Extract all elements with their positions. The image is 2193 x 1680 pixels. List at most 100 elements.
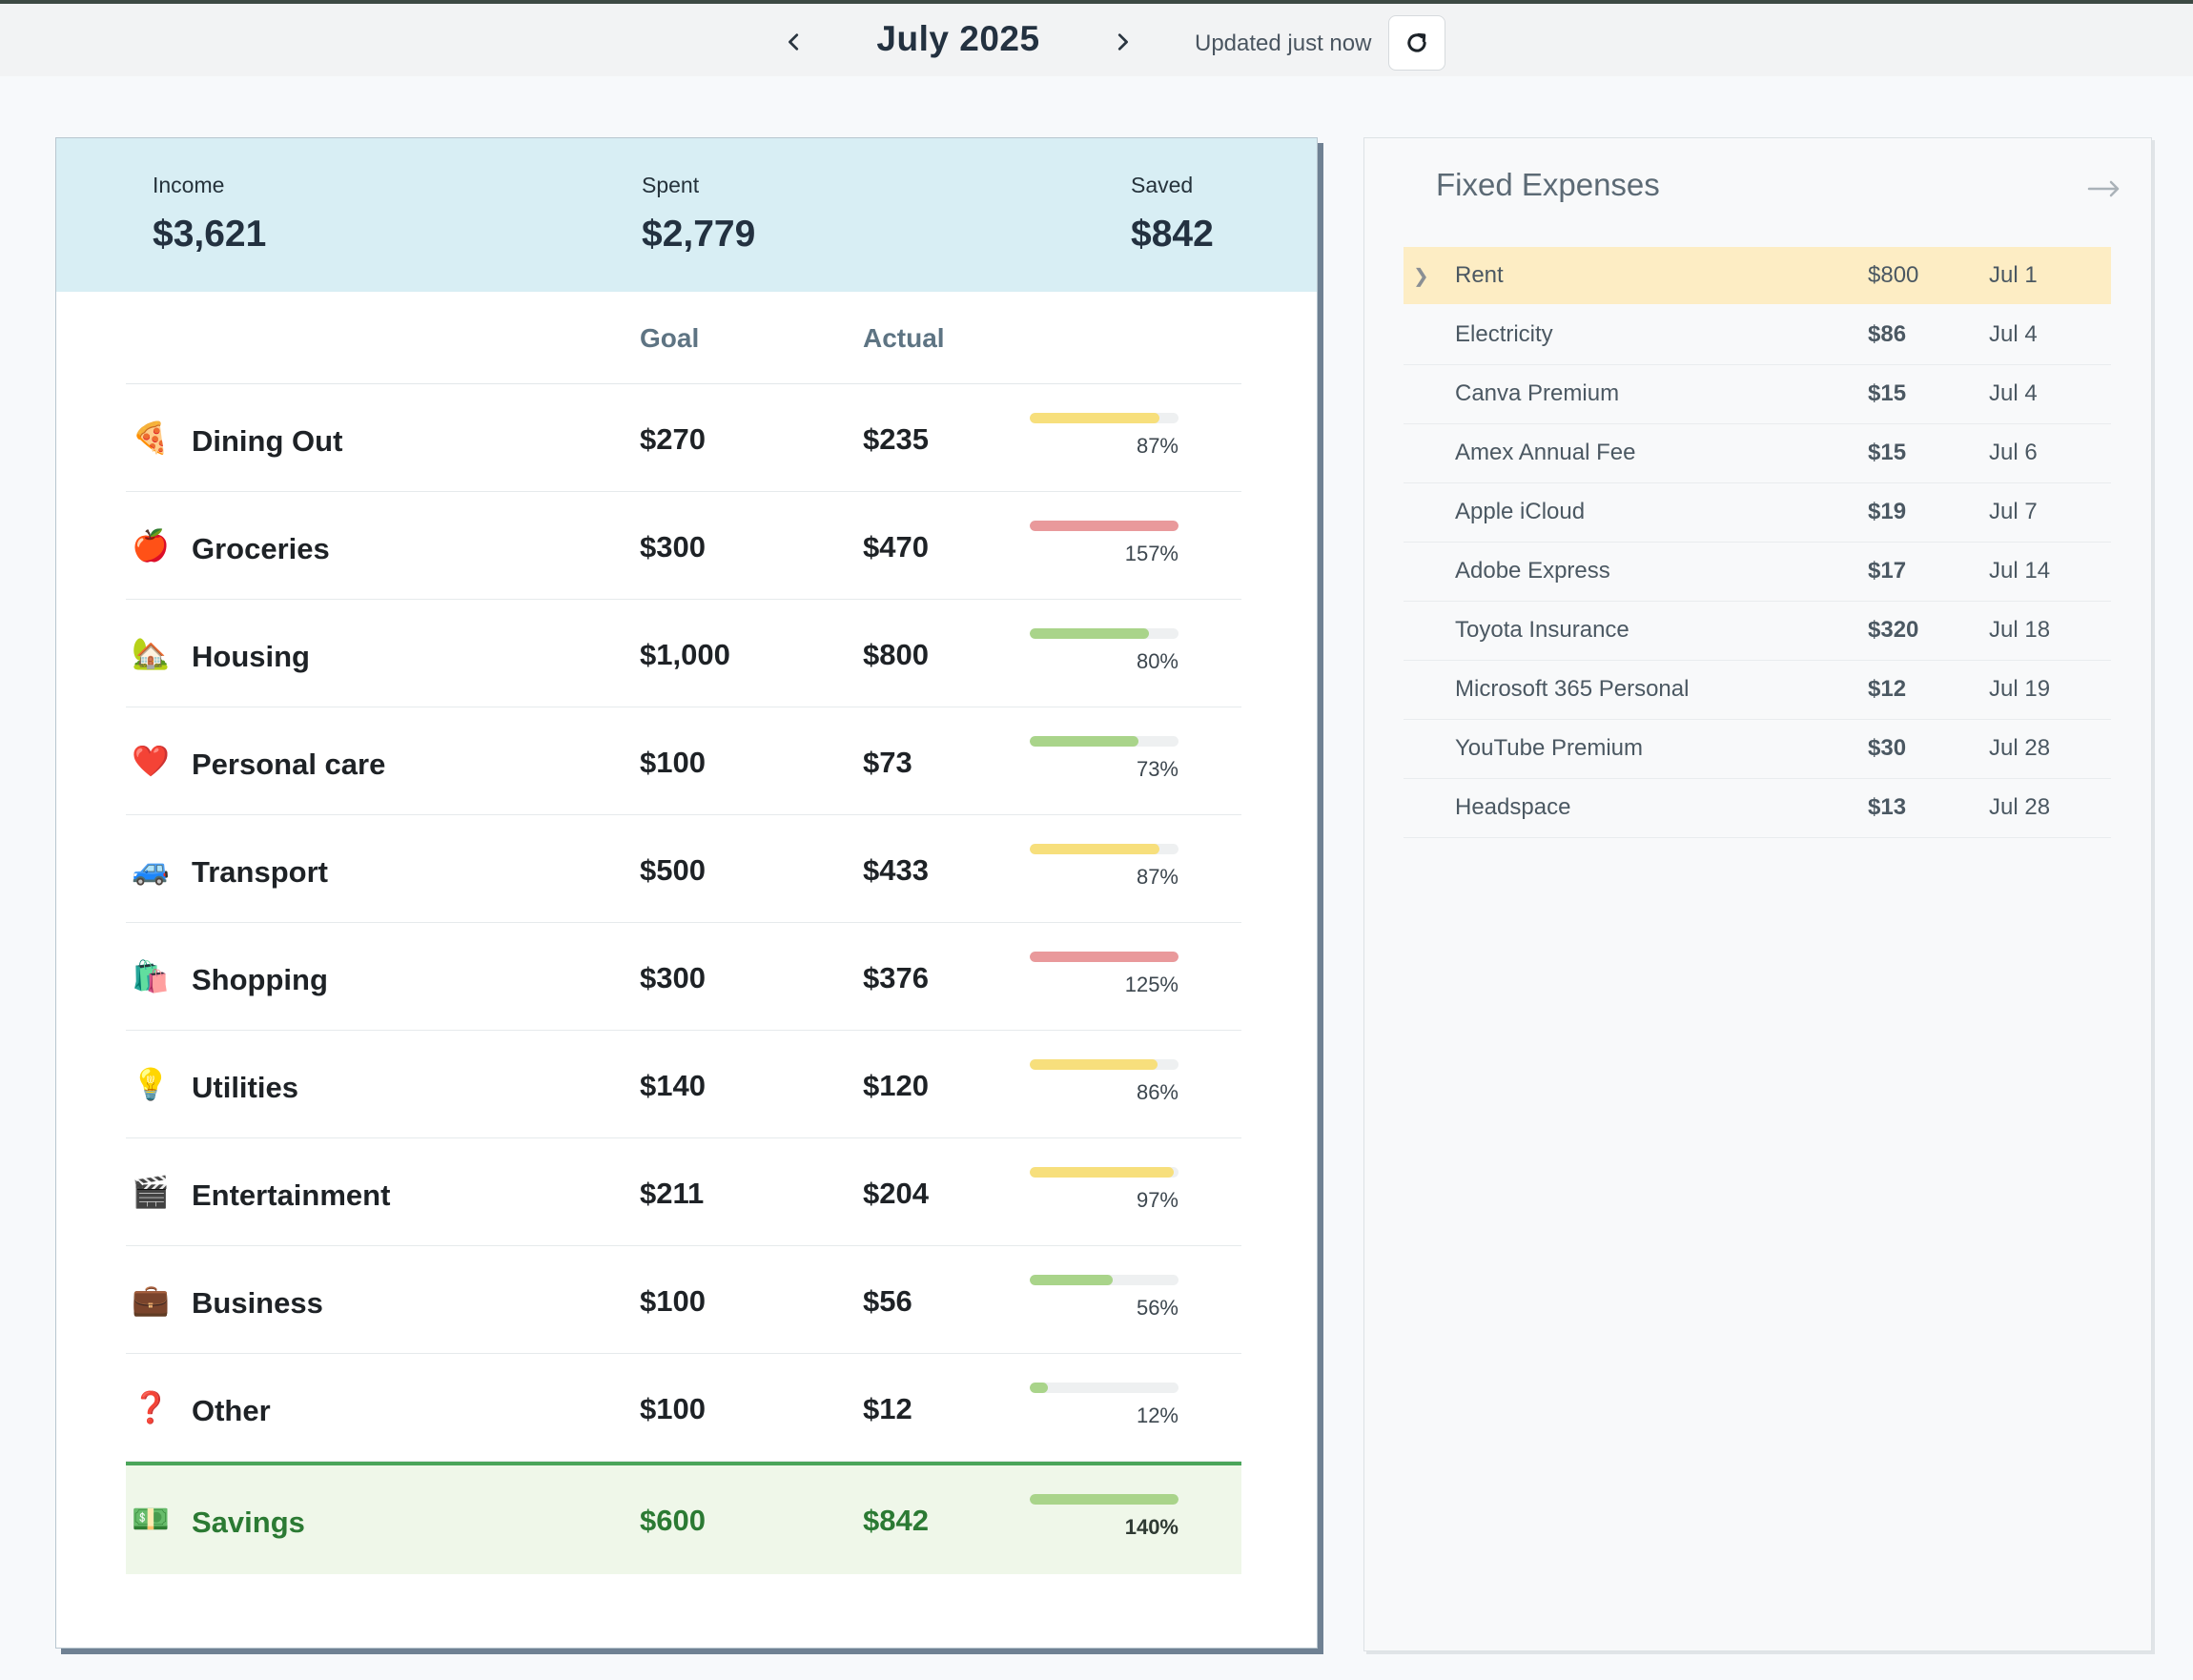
fixed-expense-row[interactable]: Apple iCloud $19 Jul 7 <box>1404 483 2111 543</box>
category-name: Utilities <box>192 1071 298 1104</box>
fixed-expense-row[interactable]: Toyota Insurance $320 Jul 18 <box>1404 602 2111 661</box>
progress-bar <box>1030 413 1178 423</box>
briefcase-icon: 💼 <box>132 1282 170 1317</box>
next-month-button[interactable] <box>1103 23 1141 61</box>
progress-fill <box>1030 1275 1114 1285</box>
fixed-expense-row[interactable]: Electricity $86 Jul 4 <box>1404 306 2111 365</box>
update-status: Updated just now <box>1195 31 1372 56</box>
budget-row[interactable]: 🍕 Dining Out $270 $235 87% <box>126 384 1241 492</box>
progress-bar <box>1030 1275 1178 1285</box>
budget-rows: 🍕 Dining Out $270 $235 87% 🍎 Groceries $300 $470… <box>126 384 1241 1574</box>
progress-fill <box>1030 1494 1178 1505</box>
expense-name: Microsoft 365 Personal <box>1455 676 1690 702</box>
expense-name: Rent <box>1455 262 1504 288</box>
progress-fill <box>1030 413 1159 423</box>
progress-percent: 125% <box>1124 973 1178 996</box>
goal-amount: $600 <box>640 1504 706 1537</box>
fixed-expense-row[interactable]: Headspace $13 Jul 28 <box>1404 779 2111 838</box>
expense-date: Jul 6 <box>1989 440 2038 465</box>
shopping-bags-icon: 🛍️ <box>132 959 170 994</box>
actual-amount: $204 <box>863 1177 929 1210</box>
actual-amount: $12 <box>863 1392 912 1425</box>
goal-amount: $100 <box>640 1392 706 1425</box>
expense-date: Jul 19 <box>1989 676 2051 702</box>
category-name: Housing <box>192 640 310 673</box>
progress-bar <box>1030 736 1178 747</box>
budget-row[interactable]: 🍎 Groceries $300 $470 157% <box>126 492 1241 600</box>
open-fixed-expenses-button[interactable] <box>2085 174 2123 203</box>
saved-value: $842 <box>1131 214 1214 255</box>
expense-amount: $800 <box>1868 262 1919 288</box>
category-name: Savings <box>192 1506 305 1539</box>
savings-row[interactable]: 💵 Savings $600 $842 140% <box>126 1462 1241 1574</box>
actual-amount: $120 <box>863 1069 929 1102</box>
progress-percent: 12% <box>1136 1403 1178 1427</box>
progress-fill <box>1030 1167 1175 1178</box>
saved-summary: Saved $842 <box>1131 173 1214 256</box>
goal-amount: $100 <box>640 746 706 779</box>
budget-row[interactable]: 🛍️ Shopping $300 $376 125% <box>126 923 1241 1031</box>
refresh-icon <box>1407 32 1426 52</box>
expense-name: Canva Premium <box>1455 380 1620 406</box>
fixed-expense-row[interactable]: Amex Annual Fee $15 Jul 6 <box>1404 424 2111 483</box>
fixed-expense-row[interactable]: ❯ Rent $800 Jul 1 <box>1404 247 2111 304</box>
spent-summary: Spent $2,779 <box>642 173 755 256</box>
refresh-button[interactable] <box>1388 15 1445 71</box>
goal-amount: $270 <box>640 422 706 456</box>
fixed-expense-row[interactable]: Adobe Express $17 Jul 14 <box>1404 543 2111 602</box>
expense-amount: $17 <box>1868 558 1907 584</box>
expense-amount: $15 <box>1868 380 1907 406</box>
fixed-expense-row[interactable]: Canva Premium $15 Jul 4 <box>1404 365 2111 424</box>
category-name: Transport <box>192 855 328 889</box>
fixed-expenses-panel: Fixed Expenses ❯ Rent $800 Jul 1 Electricity… <box>1363 137 2152 1651</box>
expense-amount: $12 <box>1868 676 1907 702</box>
budget-row[interactable]: 🎬 Entertainment $211 $204 97% <box>126 1138 1241 1246</box>
expense-date: Jul 28 <box>1989 735 2051 761</box>
expense-date: Jul 4 <box>1989 380 2038 406</box>
progress-bar <box>1030 844 1178 854</box>
chevron-left-icon <box>789 33 799 51</box>
goal-column-header: Goal <box>640 323 700 353</box>
progress-bar <box>1030 1494 1178 1505</box>
category-name: Personal care <box>192 748 386 781</box>
fixed-expense-row[interactable]: Microsoft 365 Personal $12 Jul 19 <box>1404 661 2111 720</box>
fixed-expenses-title: Fixed Expenses <box>1436 167 1660 202</box>
lightbulb-icon: 💡 <box>132 1067 170 1101</box>
spent-value: $2,779 <box>642 214 756 255</box>
goal-amount: $211 <box>640 1177 705 1210</box>
progress-percent: 87% <box>1136 434 1178 458</box>
expense-amount: $19 <box>1868 499 1907 524</box>
actual-amount: $73 <box>863 746 912 779</box>
previous-month-button[interactable] <box>775 23 813 61</box>
progress-fill <box>1030 844 1159 854</box>
arrow-right-icon <box>2087 180 2120 197</box>
budget-summary: Income $3,621 Spent $2,779 Saved $842 <box>56 138 1317 292</box>
expense-amount: $86 <box>1868 321 1907 347</box>
budget-row[interactable]: 🏡 Housing $1,000 $800 80% <box>126 600 1241 707</box>
chevron-right-icon: ❯ <box>1413 266 1429 287</box>
budget-row[interactable]: 💡 Utilities $140 $120 86% <box>126 1031 1241 1138</box>
actual-amount: $376 <box>863 961 929 994</box>
spent-label: Spent <box>642 173 700 197</box>
budget-row[interactable]: ❤️ Personal care $100 $73 73% <box>126 707 1241 815</box>
expense-amount: $15 <box>1868 440 1907 465</box>
goal-amount: $140 <box>640 1069 706 1102</box>
expense-name: Electricity <box>1455 321 1553 347</box>
budget-row[interactable]: ❓ Other $100 $12 12% <box>126 1354 1241 1462</box>
progress-percent: 80% <box>1136 649 1178 673</box>
expense-name: Apple iCloud <box>1455 499 1586 524</box>
progress-fill <box>1030 736 1138 747</box>
header-divider <box>126 383 1241 384</box>
budget-row[interactable]: 🚙 Transport $500 $433 87% <box>126 815 1241 923</box>
budget-row[interactable]: 💼 Business $100 $56 56% <box>126 1246 1241 1354</box>
progress-percent: 86% <box>1136 1080 1178 1104</box>
income-value: $3,621 <box>153 214 267 255</box>
progress-bar <box>1030 1059 1178 1070</box>
expense-name: Amex Annual Fee <box>1455 440 1636 465</box>
expense-name: Headspace <box>1455 794 1571 820</box>
fixed-expense-row[interactable]: YouTube Premium $30 Jul 28 <box>1404 720 2111 779</box>
car-icon: 🚙 <box>132 851 170 886</box>
category-name: Shopping <box>192 963 328 996</box>
progress-bar <box>1030 952 1178 962</box>
progress-percent: 140% <box>1124 1515 1178 1539</box>
